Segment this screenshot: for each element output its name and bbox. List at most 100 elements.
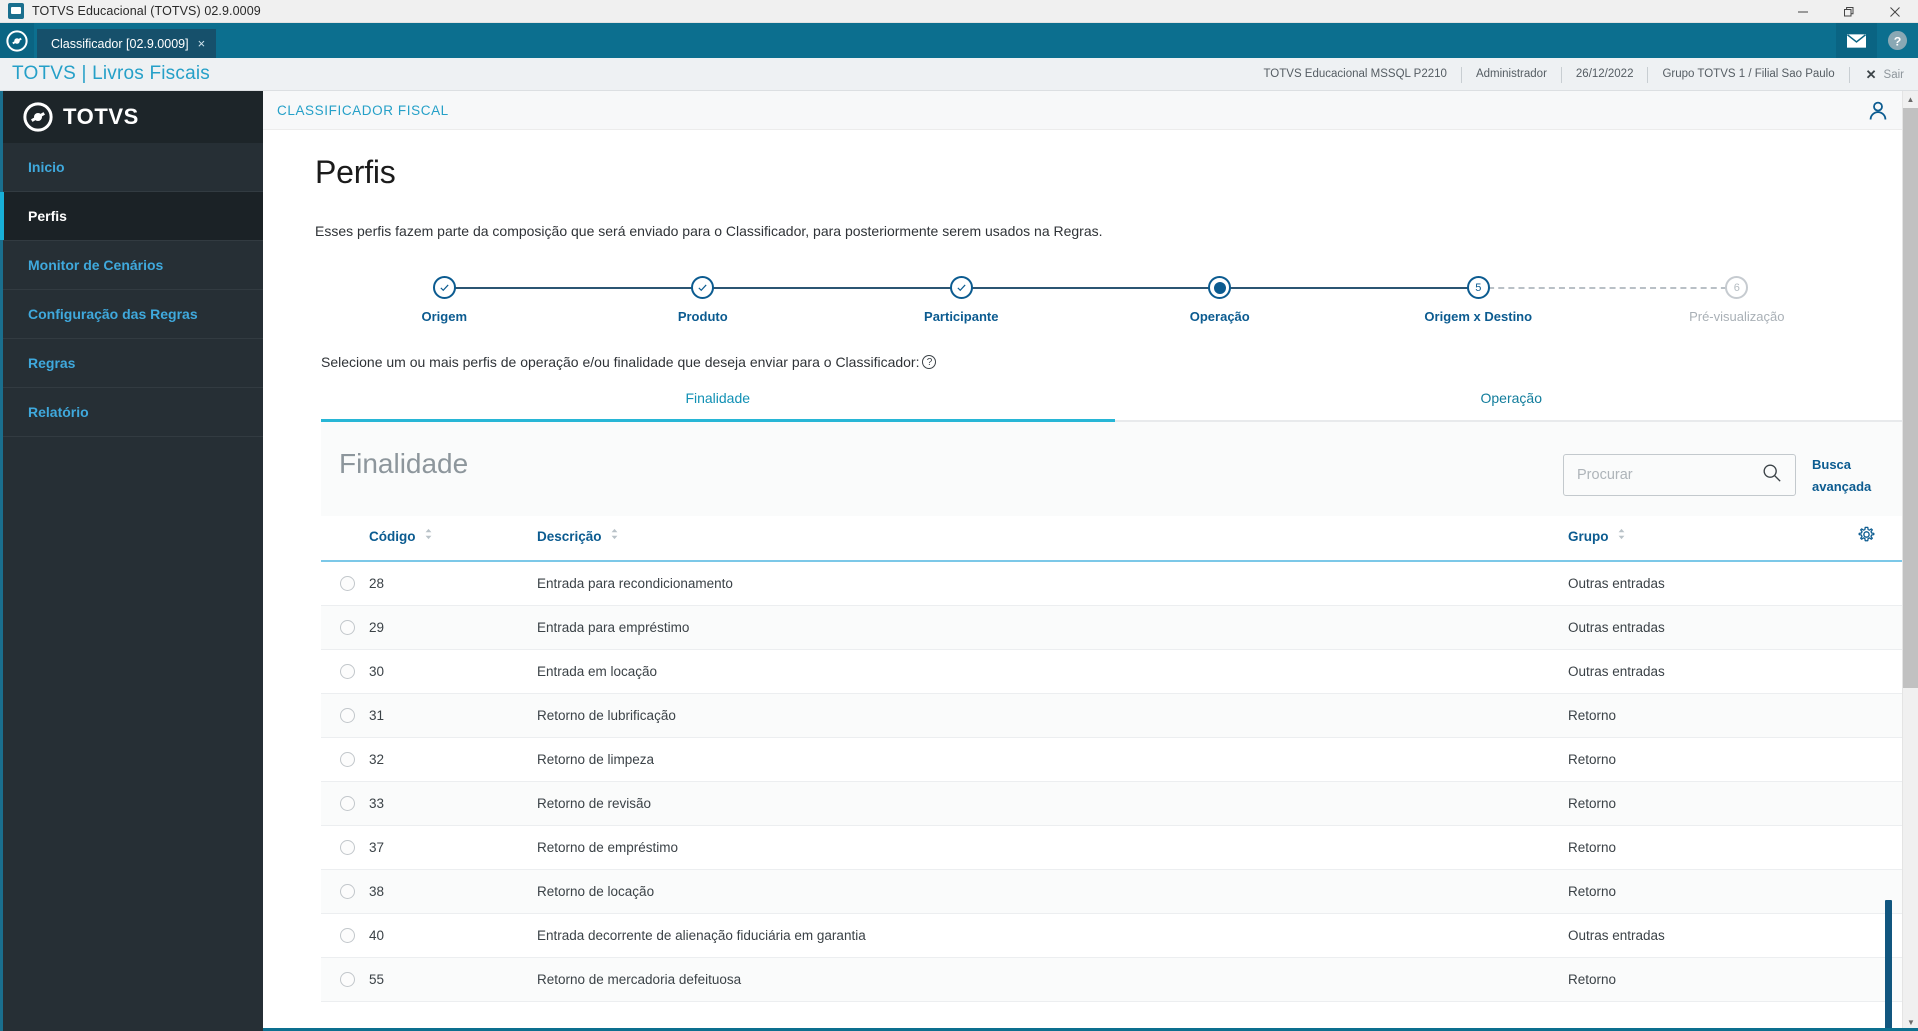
search-icon[interactable] <box>1762 463 1782 488</box>
question-mark-icon[interactable]: ? <box>922 355 937 369</box>
table-row[interactable]: 40 Entrada decorrente de alienação fiduci… <box>321 913 1908 958</box>
table-row[interactable]: 28 Entrada para recondicionamento Outras e… <box>321 561 1908 606</box>
advanced-search-link[interactable]: Busca avançada <box>1812 457 1872 494</box>
search-box[interactable] <box>1563 454 1796 496</box>
logout-button[interactable]: ✕ Sair <box>1848 66 1918 83</box>
row-radio-button[interactable] <box>340 707 355 723</box>
step-operacao[interactable]: Operação <box>1091 276 1479 324</box>
cell-grupo: Retorno <box>1568 957 1858 1002</box>
row-radio-button[interactable] <box>340 619 355 635</box>
page-scrollbar-thumb[interactable] <box>1903 108 1918 688</box>
step-participante[interactable]: Participante <box>832 276 1220 324</box>
app-tab-classificador[interactable]: Classificador [02.9.0009] × <box>37 29 217 58</box>
sidebar-item-relatorio[interactable]: Relatório <box>3 388 263 437</box>
cell-codigo: 33 <box>369 781 537 826</box>
sort-icon[interactable] <box>425 528 432 543</box>
sidebar-item-monitor-de-cenarios[interactable]: Monitor de Cenários <box>3 241 263 290</box>
step-origem[interactable]: Origem <box>315 276 703 324</box>
sort-icon[interactable] <box>611 528 618 543</box>
cell-grupo: Outras entradas <box>1568 561 1858 606</box>
cell-codigo: 55 <box>369 957 537 1002</box>
check-icon <box>697 282 708 293</box>
step-badge-number: 6 <box>1725 276 1749 299</box>
row-radio-button[interactable] <box>340 751 355 767</box>
th-descricao-label: Descrição <box>537 529 602 544</box>
th-codigo[interactable]: Código <box>369 516 537 562</box>
window-controls <box>1780 0 1918 23</box>
restore-button[interactable] <box>1826 0 1872 23</box>
table-scrollbar[interactable] <box>1885 900 1892 1031</box>
mail-icon[interactable] <box>1836 23 1877 58</box>
table-scrollbar-thumb[interactable] <box>1885 900 1892 1031</box>
cell-codigo: 40 <box>369 913 537 958</box>
app-tab-close-icon[interactable]: × <box>197 36 206 51</box>
cell-codigo: 31 <box>369 693 537 738</box>
row-select-cell <box>321 781 369 826</box>
app-tab-label: Classificador [02.9.0009] <box>51 36 189 51</box>
selection-instruction: Selecione um ou mais perfis de operação … <box>263 338 1918 370</box>
table-header: Código Descrição <box>321 516 1908 562</box>
table-row[interactable]: 38 Retorno de locação Retorno <box>321 869 1908 914</box>
cell-grupo: Retorno <box>1568 825 1858 870</box>
bottom-accent-bar <box>263 1028 1918 1031</box>
table-header-row: Código Descrição <box>321 516 1908 562</box>
gear-icon[interactable] <box>1858 526 1875 546</box>
row-select-cell <box>321 825 369 870</box>
cell-codigo: 37 <box>369 825 537 870</box>
cell-descricao: Retorno de empréstimo <box>537 825 1568 870</box>
step-origem-x-destino[interactable]: 5 Origem x Destino <box>1349 276 1737 324</box>
tab-finalidade[interactable]: Finalidade <box>321 390 1115 423</box>
minimize-button[interactable] <box>1780 0 1826 23</box>
finalidade-card: Finalidade Busca avançada <box>321 422 1908 1031</box>
session-date: 26/12/2022 <box>1560 66 1648 83</box>
row-radio-button[interactable] <box>340 575 355 591</box>
cell-codigo: 28 <box>369 561 537 606</box>
cell-codigo: 32 <box>369 737 537 782</box>
sidebar-item-perfis[interactable]: Perfis <box>0 192 263 241</box>
th-grupo[interactable]: Grupo <box>1568 516 1858 562</box>
table-row[interactable]: 29 Entrada para empréstimo Outras entradas <box>321 605 1908 650</box>
selection-instruction-text: Selecione um ou mais perfis de operação … <box>321 354 920 370</box>
close-button[interactable] <box>1872 0 1918 23</box>
step-label: Produto <box>677 309 728 324</box>
table-row[interactable]: 30 Entrada em locação Outras entradas <box>321 649 1908 694</box>
os-window-title: TOTVS Educacional (TOTVS) 02.9.0009 <box>32 4 261 18</box>
breadcrumb[interactable]: CLASSIFICADOR FISCAL <box>277 102 449 118</box>
row-radio-button[interactable] <box>340 663 355 679</box>
row-select-cell <box>321 561 369 606</box>
row-radio-button[interactable] <box>340 795 355 811</box>
sort-icon[interactable] <box>1618 528 1625 543</box>
help-icon[interactable]: ? <box>1877 23 1918 58</box>
card-title: Finalidade <box>339 448 469 479</box>
page-scrollbar[interactable]: ▲ ▼ <box>1902 91 1918 1031</box>
table-row[interactable]: 55 Retorno de mercadoria defeituosa Retorn… <box>321 957 1908 1002</box>
step-produto[interactable]: Produto <box>574 276 962 324</box>
scroll-up-arrow[interactable]: ▲ <box>1906 95 1915 104</box>
table-row[interactable]: 32 Retorno de limpeza Retorno <box>321 737 1908 782</box>
page-title: Perfis <box>315 154 396 190</box>
scroll-down-arrow[interactable]: ▼ <box>1907 1018 1915 1027</box>
sidebar-item-inicio[interactable]: Inicio <box>3 143 263 192</box>
cell-grupo: Retorno <box>1568 693 1858 738</box>
step-badge-number: 5 <box>1466 276 1490 299</box>
table-row[interactable]: 31 Retorno de lubrificação Retorno <box>321 693 1908 738</box>
monitor-icon <box>8 3 24 19</box>
step-label: Origem x Destino <box>1424 309 1533 324</box>
cell-descricao: Retorno de revisão <box>537 781 1568 826</box>
row-radio-button[interactable] <box>340 927 355 943</box>
table-row[interactable]: 33 Retorno de revisão Retorno <box>321 781 1908 826</box>
sidebar-item-configuracao-das-regras[interactable]: Configuração das Regras <box>3 290 263 339</box>
th-descricao[interactable]: Descrição <box>537 516 1568 562</box>
row-radio-button[interactable] <box>340 971 355 987</box>
table-row[interactable]: 37 Retorno de empréstimo Retorno <box>321 825 1908 870</box>
step-label: Pré-visualização <box>1689 309 1785 324</box>
tab-operacao[interactable]: Operação <box>1115 390 1909 420</box>
user-avatar-icon[interactable] <box>1866 99 1890 128</box>
row-radio-button[interactable] <box>340 839 355 855</box>
sidebar-item-regras[interactable]: Regras <box>3 339 263 388</box>
check-icon <box>956 282 967 293</box>
sidebar-item-label: Perfis <box>28 208 67 224</box>
search-input[interactable] <box>1577 467 1747 483</box>
row-radio-button[interactable] <box>340 883 355 899</box>
cell-grupo: Outras entradas <box>1568 913 1858 958</box>
